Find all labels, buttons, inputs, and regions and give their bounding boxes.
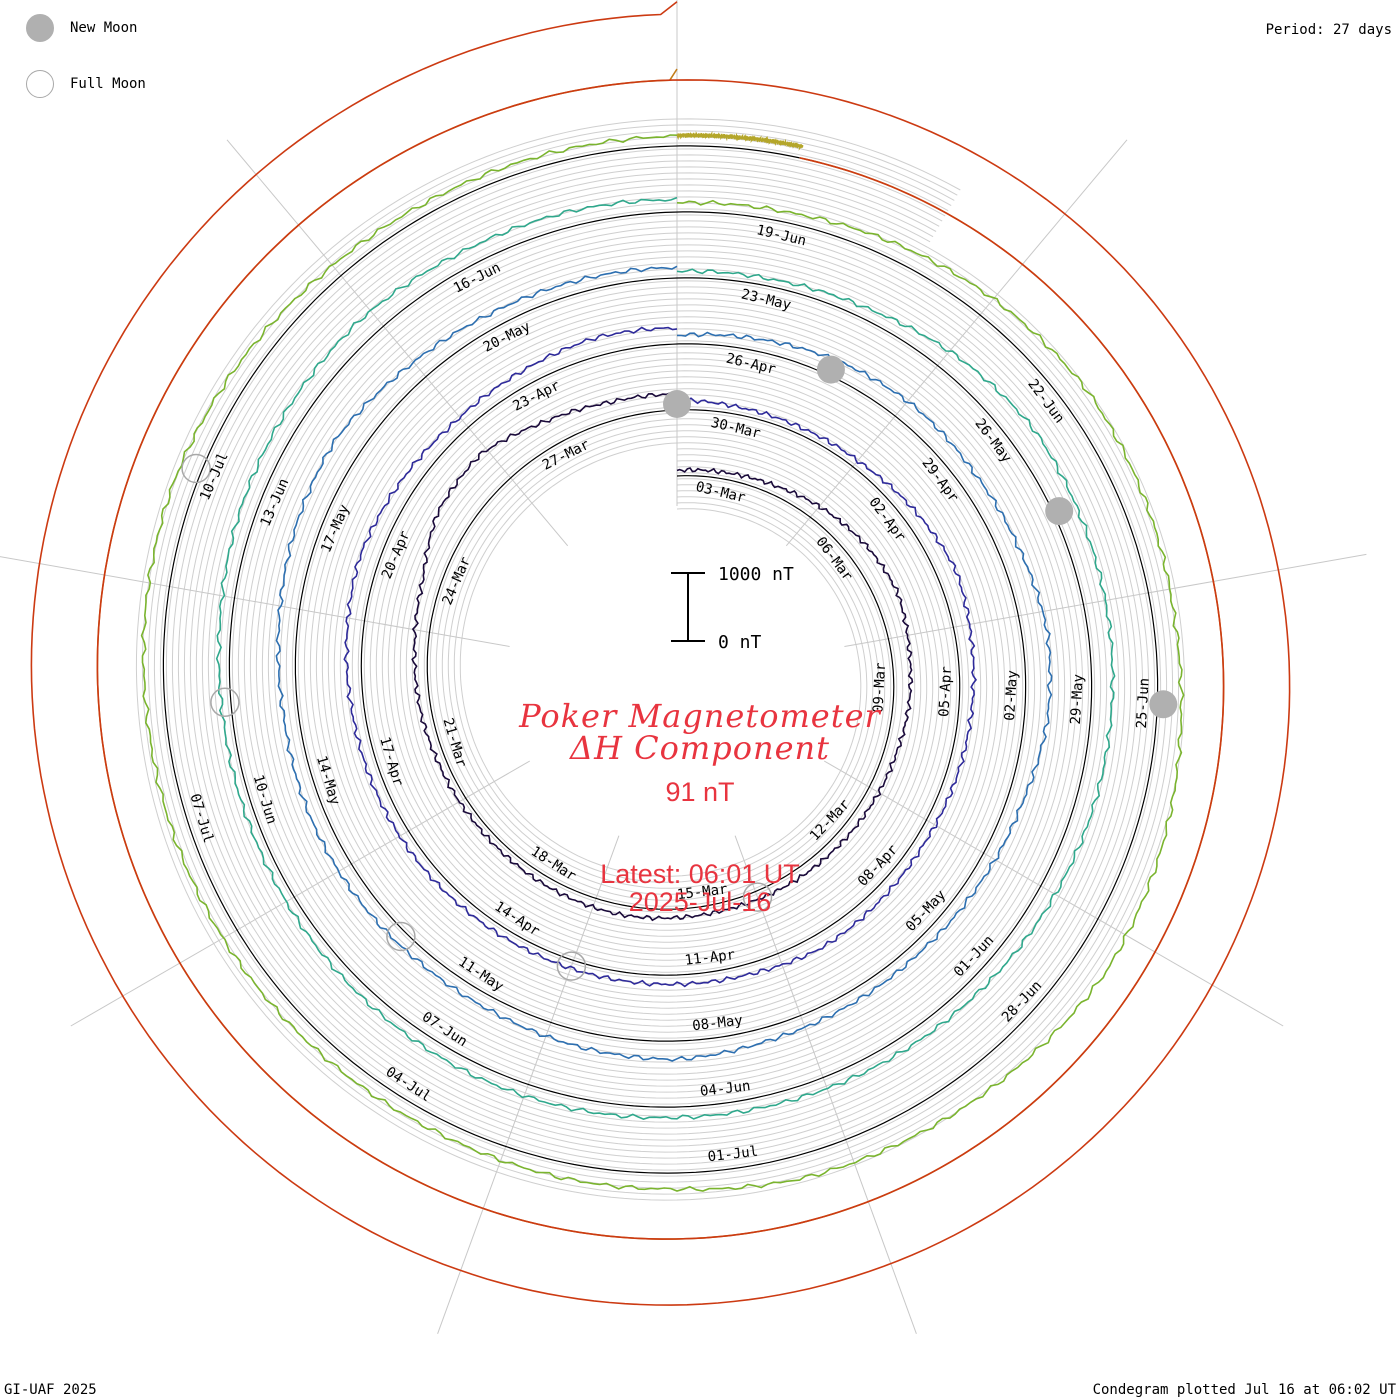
- grid-spoke: [0, 556, 510, 647]
- full-moon-marker-4: [210, 687, 240, 718]
- footer-credit: GI-UAF 2025: [4, 1382, 97, 1398]
- new-moon-marker-1: [663, 390, 691, 418]
- grid-spiral: [141, 124, 1180, 1195]
- grid-spiral: [189, 172, 1132, 1147]
- date-label-05-Apr: 05-Apr: [936, 666, 955, 717]
- grid-spiral: [159, 142, 1162, 1177]
- series-line-6: [676, 131, 804, 151]
- scale-bar-top-label: 1000 nT: [718, 564, 794, 585]
- series-line-1: [411, 392, 914, 922]
- date-label-11-Apr: 11-Apr: [684, 947, 736, 969]
- chart-title: Poker Magnetometer ΔH Component: [0, 700, 1400, 764]
- date-label-15-Mar: 15-Mar: [676, 881, 728, 903]
- date-label-01-Jul: 01-Jul: [707, 1144, 759, 1166]
- legend-new-moon-label: New Moon: [70, 20, 138, 36]
- grid-layer: [0, 0, 1367, 1334]
- legend-full-moon: Full Moon: [26, 70, 146, 98]
- full-moon-icon: [26, 70, 54, 98]
- date-label-25-Jun: 25-Jun: [1134, 677, 1153, 728]
- grid-spiral: [153, 136, 1168, 1183]
- new-moon-marker-2: [816, 355, 845, 384]
- latest-date: 2025-Jul-16: [628, 887, 772, 917]
- date-label-08-May: 08-May: [692, 1013, 744, 1035]
- grid-spiral: [183, 166, 1138, 1153]
- date-label-04-Jul: 04-Jul: [383, 1064, 434, 1105]
- new-moon-icon: [26, 14, 54, 42]
- series-line-3: [275, 265, 1053, 1062]
- full-moon-marker-5: [181, 453, 211, 484]
- new-moon-marker-3: [1045, 497, 1074, 526]
- date-label-02-May: 02-May: [1002, 670, 1021, 721]
- full-moon-marker-3: [386, 921, 416, 952]
- date-label-03-Mar: 03-Mar: [694, 479, 747, 506]
- moon-layer: [181, 355, 1178, 981]
- series-line-4: [215, 196, 1116, 1120]
- grid-spoke: [785, 139, 1128, 547]
- new-moon-marker-4: [1149, 690, 1178, 719]
- latest-block: Latest: 06:01 UT 2025-Jul-16: [0, 860, 1400, 916]
- legend-new-moon: New Moon: [26, 14, 137, 42]
- scale-bar-bottom-label: 0 nT: [718, 632, 762, 653]
- full-moon-marker-1: [742, 882, 773, 912]
- baseline-layer: [162, 145, 1159, 1174]
- series-line-2: [343, 326, 977, 988]
- grid-spiral: [171, 154, 1150, 1165]
- date-label-09-Mar: 09-Mar: [870, 662, 889, 713]
- date-label-29-May: 29-May: [1068, 674, 1087, 725]
- grid-spiral: [165, 148, 1156, 1171]
- grid-spiral: [177, 160, 1144, 1159]
- date-label-07-Jun: 07-Jun: [419, 1009, 470, 1050]
- grid-spiral: [195, 178, 1126, 1141]
- grid-spoke: [734, 835, 917, 1334]
- latest-time: Latest: 06:01 UT: [600, 859, 800, 889]
- footer-plotted: Condegram plotted Jul 16 at 06:02 UT: [1092, 1382, 1396, 1398]
- baseline-spiral: [162, 145, 1159, 1174]
- date-label-16-Jun: 16-Jun: [451, 260, 503, 297]
- date-label-04-Jun: 04-Jun: [699, 1078, 751, 1100]
- series-line-8: [30, 1, 1291, 1306]
- title-line-1: Poker Magnetometer: [519, 697, 881, 735]
- full-moon-marker-2: [556, 951, 587, 981]
- title-line-2: ΔH Component: [569, 729, 831, 767]
- series-line-5: [140, 134, 1185, 1192]
- series-line-7: [96, 68, 1225, 1240]
- date-label-11-May: 11-May: [455, 954, 506, 995]
- date-label-30-Mar: 30-Mar: [709, 415, 762, 442]
- legend-full-moon-label: Full Moon: [70, 76, 146, 92]
- grid-spiral: [135, 118, 1186, 1201]
- scale-bar: 1000 nT 0 nT: [671, 564, 794, 653]
- series-layer: [30, 1, 1291, 1306]
- grid-spoke: [70, 760, 531, 1027]
- current-value: 91 nT: [665, 777, 735, 807]
- period-label: Period: 27 days: [1265, 22, 1392, 38]
